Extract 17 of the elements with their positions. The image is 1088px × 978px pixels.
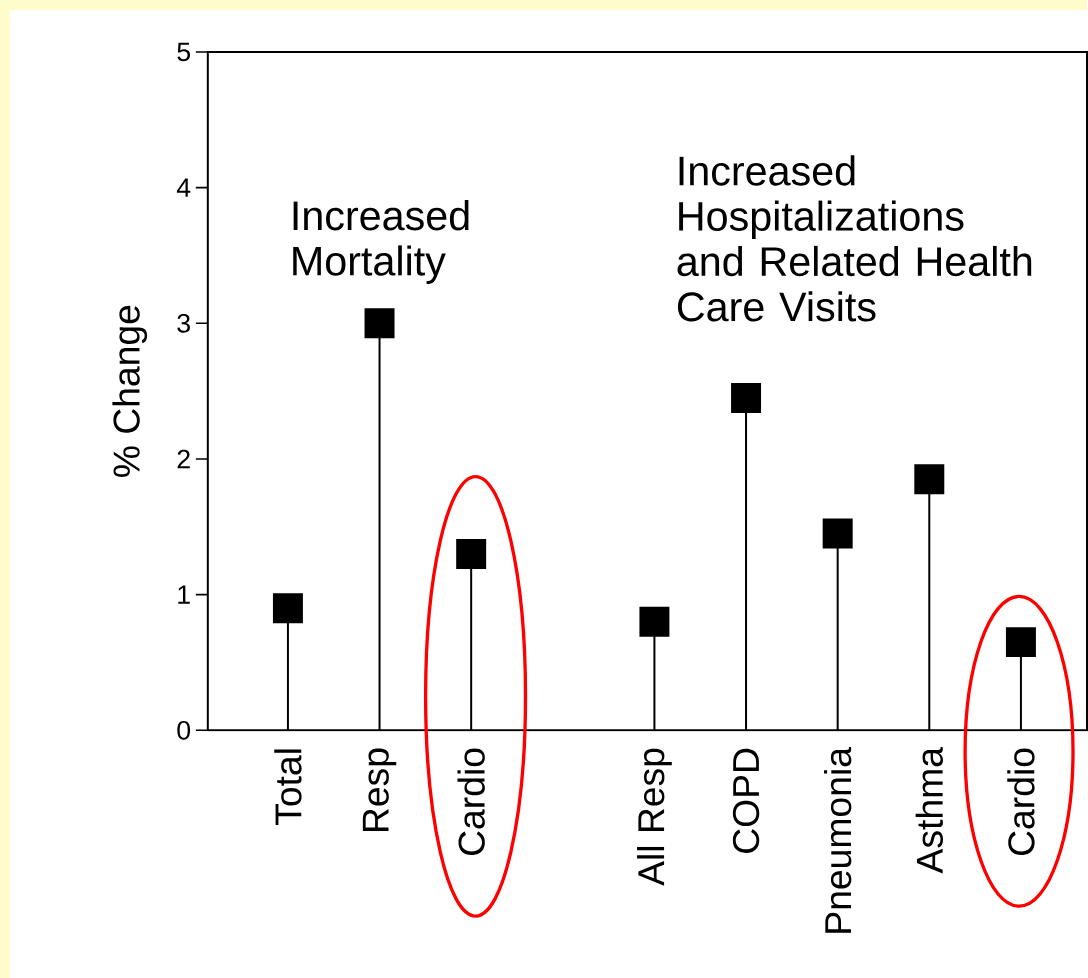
- annotation: Increased Mortality: [293, 200, 469, 284]
- x-tick-label: Pneumonia: [823, 747, 852, 933]
- y-tick-label: 0: [177, 720, 191, 740]
- x-tick-label: COPD: [732, 748, 760, 853]
- x-tick-label: Cardio: [1007, 748, 1035, 855]
- annotation: Increased Hospitalizations and Related Health Care Visits: [677, 155, 1032, 322]
- y-tick-label: 3: [177, 313, 190, 333]
- y-tick-label: 4: [176, 178, 191, 197]
- x-tick-label: Resp: [362, 748, 397, 831]
- y-tick-label: 2: [177, 449, 190, 469]
- y-tick-label: 1: [178, 585, 190, 604]
- x-tick-label: Cardio: [457, 748, 485, 855]
- y-tick-label: 5: [177, 42, 191, 62]
- x-tick-label: Asthma: [915, 746, 943, 874]
- x-tick-label: All Resp: [637, 748, 672, 886]
- x-tick-label: Total: [274, 749, 302, 825]
- y-axis-title: % Change: [112, 305, 148, 477]
